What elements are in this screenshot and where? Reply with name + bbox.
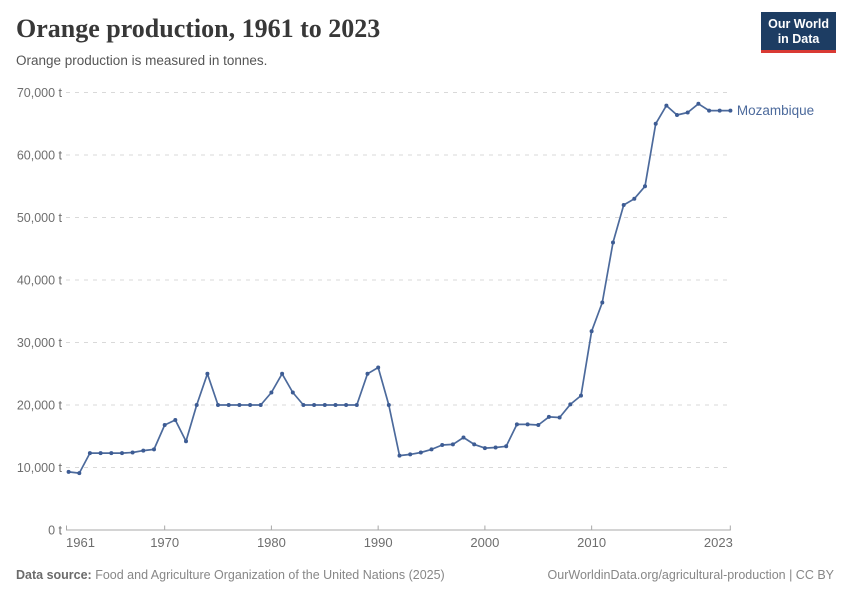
- data-point[interactable]: [685, 110, 690, 115]
- data-source-note: Data source: Food and Agriculture Organi…: [16, 568, 445, 582]
- data-point[interactable]: [493, 445, 498, 450]
- data-point[interactable]: [98, 451, 103, 456]
- owid-logo-line1: Our World: [768, 17, 829, 31]
- data-point[interactable]: [365, 371, 370, 376]
- data-point[interactable]: [643, 184, 647, 189]
- owid-logo-line2: in Data: [777, 31, 820, 46]
- data-point[interactable]: [109, 451, 114, 456]
- data-point[interactable]: [162, 423, 167, 427]
- data-point[interactable]: [184, 439, 188, 444]
- y-tick-label: 10,000 t: [17, 461, 63, 475]
- data-point[interactable]: [152, 447, 156, 452]
- data-point[interactable]: [173, 418, 178, 422]
- y-tick-label: 30,000 t: [17, 336, 63, 350]
- chart-footer: Data source: Food and Agriculture Organi…: [16, 568, 834, 582]
- data-point[interactable]: [653, 121, 658, 126]
- x-tick-label: 2000: [470, 535, 499, 550]
- data-point[interactable]: [397, 453, 402, 458]
- data-point[interactable]: [482, 446, 487, 451]
- data-source-text: Food and Agriculture Organization of the…: [91, 568, 445, 582]
- x-tick-label: 1970: [150, 535, 179, 550]
- data-point[interactable]: [280, 371, 285, 376]
- data-point[interactable]: [696, 101, 701, 106]
- data-point[interactable]: [632, 196, 637, 201]
- y-tick-label: 40,000 t: [17, 273, 63, 287]
- x-tick-label: 2010: [577, 535, 606, 550]
- data-point[interactable]: [312, 403, 317, 407]
- data-point[interactable]: [130, 450, 135, 455]
- y-tick-label: 20,000 t: [17, 398, 63, 412]
- data-point[interactable]: [557, 415, 562, 420]
- data-point[interactable]: [600, 300, 605, 305]
- data-point[interactable]: [269, 390, 274, 395]
- data-point[interactable]: [66, 469, 71, 474]
- data-point[interactable]: [120, 451, 124, 456]
- data-point[interactable]: [504, 444, 509, 449]
- data-point[interactable]: [536, 423, 541, 427]
- data-point[interactable]: [322, 403, 327, 407]
- data-point[interactable]: [664, 103, 669, 108]
- data-point[interactable]: [344, 403, 349, 407]
- page-title: Orange production, 1961 to 2023: [16, 14, 381, 43]
- data-point[interactable]: [141, 448, 146, 453]
- data-point[interactable]: [568, 402, 573, 407]
- data-point[interactable]: [440, 443, 445, 447]
- data-point[interactable]: [514, 422, 519, 427]
- data-point[interactable]: [87, 451, 92, 456]
- data-point[interactable]: [525, 422, 530, 427]
- data-point[interactable]: [376, 365, 381, 370]
- data-point[interactable]: [461, 435, 466, 440]
- series-line: [67, 102, 732, 474]
- x-tick-label: 1961: [66, 535, 95, 550]
- data-point[interactable]: [290, 390, 295, 395]
- chart-subtitle: Orange production is measured in tonnes.: [16, 53, 268, 68]
- y-tick-label: 60,000 t: [17, 148, 63, 162]
- y-tick-label: 50,000 t: [17, 211, 63, 225]
- data-point[interactable]: [675, 113, 679, 117]
- data-point[interactable]: [226, 403, 231, 407]
- data-point[interactable]: [258, 403, 263, 407]
- data-point[interactable]: [216, 403, 220, 407]
- data-point[interactable]: [429, 447, 434, 452]
- x-tick-label: 2023: [704, 535, 733, 550]
- data-point[interactable]: [621, 203, 626, 207]
- owid-logo: Our World in Data: [761, 12, 836, 53]
- data-source-label: Data source:: [16, 568, 92, 582]
- data-point[interactable]: [579, 393, 583, 398]
- data-point[interactable]: [301, 403, 306, 407]
- data-point[interactable]: [717, 108, 722, 113]
- data-point[interactable]: [611, 240, 615, 245]
- data-point[interactable]: [728, 108, 733, 113]
- license-note: OurWorldinData.org/agricultural-producti…: [547, 568, 834, 582]
- x-tick-label: 1990: [364, 535, 393, 550]
- data-point[interactable]: [248, 403, 253, 407]
- data-point[interactable]: [450, 442, 455, 447]
- data-point[interactable]: [194, 403, 199, 407]
- series-entity-label[interactable]: Mozambique: [737, 103, 814, 118]
- data-point[interactable]: [237, 403, 242, 407]
- data-point[interactable]: [707, 108, 712, 113]
- y-tick-label: 0 t: [48, 523, 62, 537]
- data-point[interactable]: [546, 414, 551, 419]
- x-tick-label: 1980: [257, 535, 286, 550]
- data-point[interactable]: [354, 403, 359, 407]
- data-point[interactable]: [589, 329, 594, 334]
- data-point[interactable]: [77, 471, 82, 476]
- data-point[interactable]: [418, 450, 423, 455]
- data-point[interactable]: [472, 442, 477, 447]
- data-point[interactable]: [408, 452, 413, 457]
- data-point[interactable]: [333, 403, 338, 407]
- y-tick-label: 70,000 t: [17, 86, 63, 100]
- data-point[interactable]: [205, 371, 210, 376]
- data-point[interactable]: [386, 403, 391, 407]
